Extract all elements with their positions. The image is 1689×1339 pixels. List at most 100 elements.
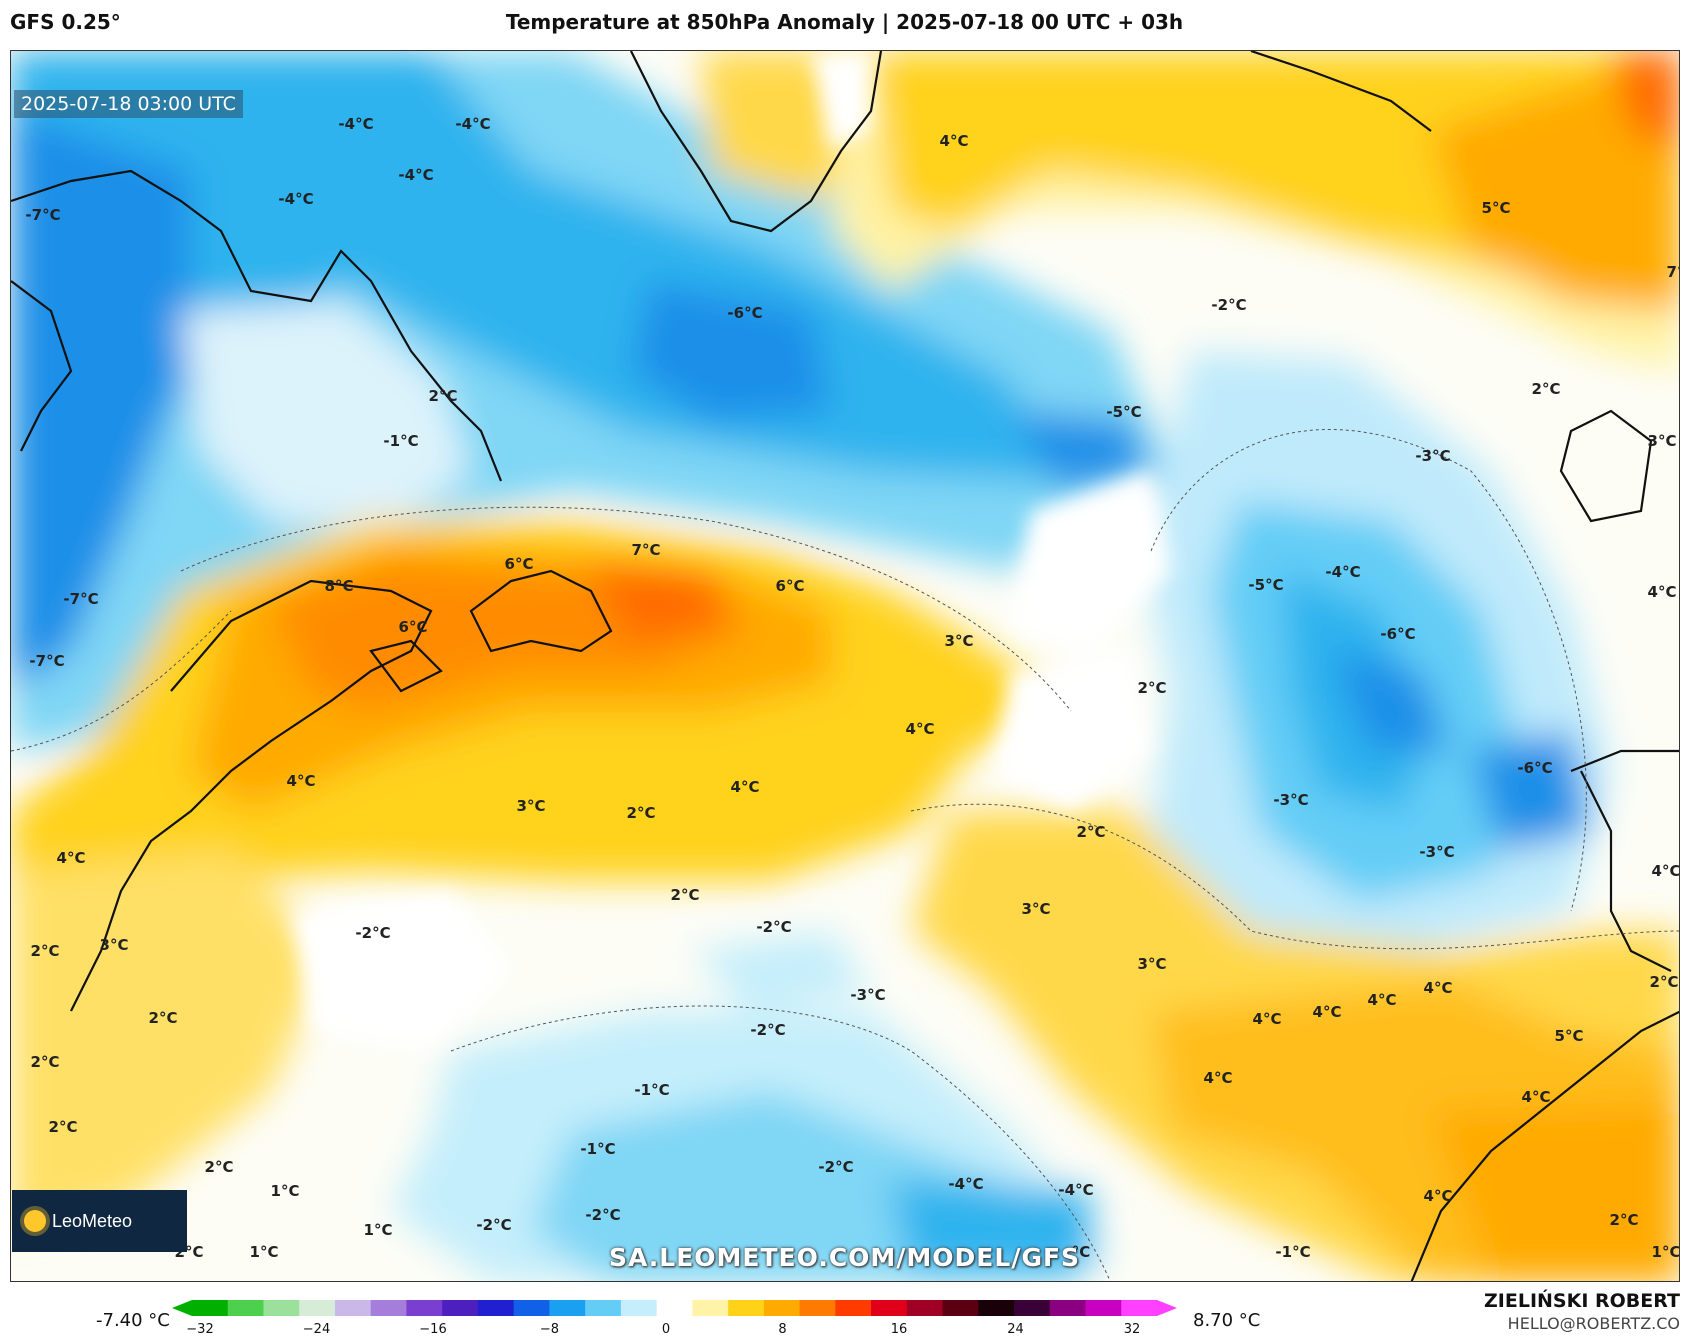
temperature-label: -4°C [1325, 563, 1360, 581]
colorbar-segment [513, 1300, 550, 1316]
temperature-label: -4°C [338, 115, 373, 133]
temperature-label: 4°C [1424, 1187, 1453, 1205]
temperature-label: -6°C [1380, 625, 1415, 643]
temperature-label: 3°C [945, 632, 974, 650]
temperature-label: 2°C [1610, 1211, 1639, 1229]
colorbar-segment [728, 1300, 765, 1316]
leometeo-logo[interactable]: LeoMeteo [12, 1190, 187, 1252]
temperature-label: 4°C [1253, 1010, 1282, 1028]
model-name: GFS 0.25° [10, 10, 121, 34]
author-email: HELLO@ROBERTZ.CO [1507, 1314, 1680, 1333]
colorbar-segment [299, 1300, 336, 1316]
colorbar-ticks: −32 −24 −16 −8 0 8 16 24 32 [186, 1322, 1140, 1338]
temperature-label: 2°C [429, 387, 458, 405]
colorbar-segment [835, 1300, 872, 1316]
valid-time-badge: 2025-07-18 03:00 UTC [14, 90, 243, 118]
temperature-label: -7°C [29, 652, 64, 670]
temperature-label: 4°C [1648, 583, 1677, 601]
temperature-label: -4°C [948, 1175, 983, 1193]
temperature-label: 4°C [287, 772, 316, 790]
temperature-labels: -4°C -4°C -4°C -4°C -7°C 4°C 5°C -6°C -2°C 7°C 2°C… [25, 115, 1680, 1261]
colorbar-segment [656, 1300, 693, 1316]
temperature-label: 2°C [1532, 380, 1561, 398]
temperature-label: 8°C [325, 577, 354, 595]
colorbar-segment [1121, 1300, 1158, 1316]
temperature-label: 2°C [49, 1118, 78, 1136]
map-title: Temperature at 850hPa Anomaly | 2025-07-… [505, 10, 1184, 34]
colorbar-segment [799, 1300, 836, 1316]
colorbar-segment [906, 1300, 944, 1316]
temperature-label: 4°C [57, 849, 86, 867]
colorbar-tick-label: 32 [1123, 1322, 1141, 1337]
temperature-label: 2°C [31, 1053, 60, 1071]
temperature-label: -5°C [1106, 403, 1141, 421]
temperature-label: -3°C [1415, 447, 1450, 465]
colorbar-tick-label: −24 [302, 1322, 331, 1337]
colorbar-segment [942, 1300, 979, 1316]
watermark-url: SA.LEOMETEO.COM/MODEL/GFS [608, 1243, 1081, 1272]
colorbar-segment [263, 1300, 300, 1316]
temperature-label: -2°C [1211, 296, 1246, 314]
temperature-label: 6°C [776, 577, 805, 595]
colorbar-segment [442, 1300, 479, 1316]
anomaly-map[interactable]: -4°C -4°C -4°C -4°C -7°C 4°C 5°C -6°C -2°C 7°C 2°C… [10, 50, 1680, 1282]
colorbar-tick-label: 16 [890, 1322, 908, 1337]
colorbar-segment [871, 1300, 908, 1316]
temperature-label: -2°C [756, 918, 791, 936]
temperature-label: -4°C [455, 115, 490, 133]
colorbar-tick-label: 8 [778, 1322, 787, 1337]
colorbar-segment [477, 1300, 515, 1316]
temperature-label: 3°C [517, 797, 546, 815]
anomaly-field [11, 51, 1679, 1281]
temperature-label: -7°C [25, 206, 60, 224]
colorbar-tick-label: 24 [1007, 1322, 1024, 1337]
temperature-label: 4°C [731, 778, 760, 796]
colorbar-segment [620, 1300, 658, 1316]
anomaly-detail [291, 51, 1171, 1051]
temperature-label: -1°C [580, 1140, 615, 1158]
colorbar-min-label: -7.40 °C [96, 1310, 170, 1331]
colorbar-segment [763, 1300, 801, 1316]
colorbar-tick-label: −32 [186, 1322, 214, 1337]
temperature-label: 2°C [149, 1009, 178, 1027]
temperature-label: 2°C [1077, 823, 1106, 841]
temperature-label: 1°C [364, 1221, 393, 1239]
temperature-label: 2°C [205, 1158, 234, 1176]
colorbar-tick-label: −8 [539, 1322, 560, 1337]
temperature-label: -1°C [634, 1081, 669, 1099]
colorbar-segment [1085, 1300, 1122, 1316]
colorbar-segment [334, 1300, 372, 1316]
contour-lines [11, 429, 1679, 1281]
temperature-label: -4°C [278, 190, 313, 208]
temperature-label: -2°C [750, 1021, 785, 1039]
temperature-label: 1°C [271, 1182, 300, 1200]
colorbar-segment [370, 1300, 407, 1316]
colorbar-segment [406, 1300, 443, 1316]
colorbar-tick-label: −16 [419, 1322, 447, 1337]
temperature-label: 4°C [1313, 1003, 1342, 1021]
temperature-label: 4°C [1368, 991, 1397, 1009]
temperature-label: -3°C [1273, 791, 1308, 809]
colorbar-max-label: 8.70 °C [1193, 1310, 1261, 1331]
temperature-label: -4°C [1058, 1181, 1093, 1199]
temperature-label: 5°C [1482, 199, 1511, 217]
colorbar-segment [1049, 1300, 1087, 1316]
temperature-label: 1°C [1652, 1243, 1680, 1261]
temperature-label: 3°C [1022, 900, 1051, 918]
temperature-label: 7°C [632, 541, 661, 559]
temperature-label: 3°C [1648, 432, 1677, 450]
temperature-label: -3°C [850, 986, 885, 1004]
author-name: ZIELIŃSKI ROBERT [1484, 1290, 1680, 1312]
temperature-label: -2°C [585, 1206, 620, 1224]
temperature-label: -2°C [818, 1158, 853, 1176]
temperature-label: 4°C [1652, 862, 1680, 880]
temperature-label: 2°C [671, 886, 700, 904]
temperature-label: 5°C [1555, 1027, 1584, 1045]
temperature-label: 6°C [505, 555, 534, 573]
temperature-label: 3°C [100, 936, 129, 954]
colorbar-segment [192, 1300, 229, 1316]
sun-icon [24, 1210, 46, 1232]
temperature-label: -2°C [476, 1216, 511, 1234]
logo-text: LeoMeteo [52, 1210, 133, 1231]
temperature-label: 4°C [1522, 1088, 1551, 1106]
